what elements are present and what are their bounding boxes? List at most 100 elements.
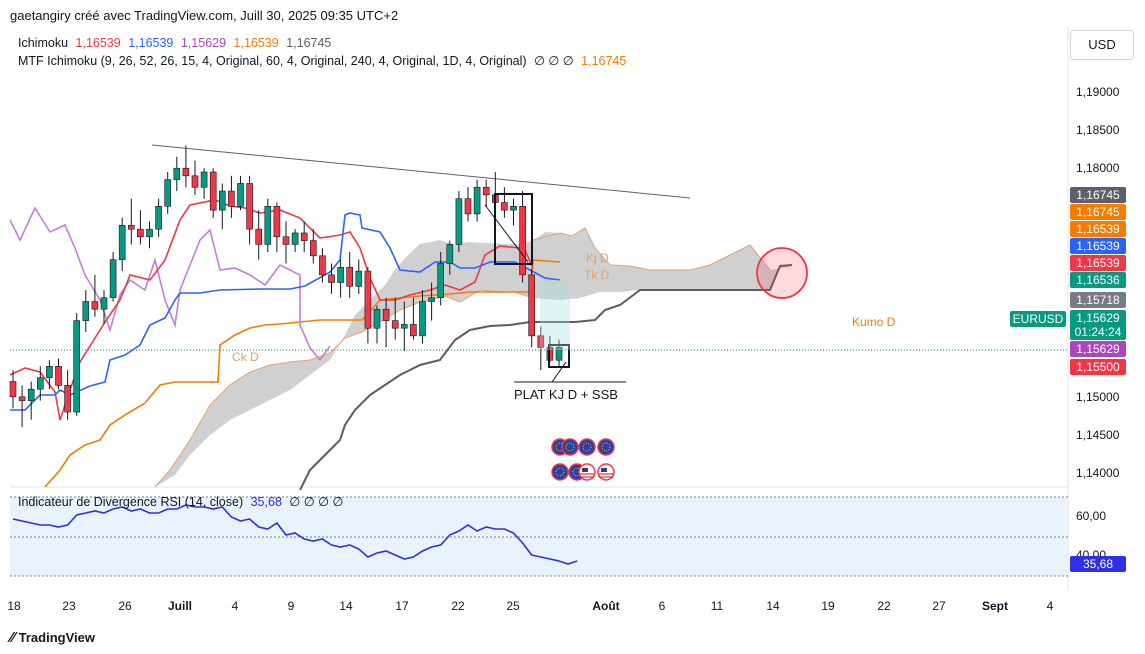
candle-body xyxy=(191,175,199,188)
arrow-line[interactable] xyxy=(484,204,529,263)
candle-body xyxy=(36,377,44,390)
candle-body xyxy=(155,206,162,230)
candle-body xyxy=(473,186,481,215)
us-flag-icon[interactable] xyxy=(597,463,615,481)
rsi-current-badge xyxy=(1070,556,1126,572)
highlight-box-small[interactable] xyxy=(548,344,570,368)
candle-body xyxy=(228,190,235,207)
price-label-badge xyxy=(1070,292,1126,308)
price-label-text: 1,16539 xyxy=(1076,239,1120,253)
rsi-empty-values: ∅ ∅ ∅ ∅ xyxy=(289,495,344,509)
price-label-badge xyxy=(1070,359,1126,375)
tradingview-logo[interactable]: ⁄⁄ TradingView xyxy=(10,629,95,646)
candle-body xyxy=(328,274,335,283)
candle-body xyxy=(373,308,381,329)
candle-body xyxy=(109,259,117,299)
kumo-cloud xyxy=(155,228,790,487)
chikou-span xyxy=(9,206,331,362)
time-axis[interactable]: 18 23 26 Juill 4 9 14 17 22 25 Août 6 11 14 19 22 27 Sept… xyxy=(7,599,1053,613)
time-tick-label: 19 xyxy=(821,599,835,613)
candle-body xyxy=(146,228,153,238)
time-tick-label: 22 xyxy=(451,599,465,613)
plat-pointer xyxy=(551,361,567,383)
trend-line[interactable] xyxy=(151,144,691,199)
time-tick-label: 27 xyxy=(932,599,946,613)
ichimoku-value-3: 1,15629 xyxy=(180,36,227,50)
ichimoku-value-5: 1,16745 xyxy=(286,36,332,50)
time-tick-label: 14 xyxy=(766,599,780,613)
candle-body xyxy=(82,301,90,321)
candle-body xyxy=(410,324,417,337)
time-tick-label: 11 xyxy=(711,599,724,613)
target-circle[interactable] xyxy=(756,247,808,299)
price-labels: 1,16745 1,16745 1,16539 1,16539 1,16539 1,165… xyxy=(1070,187,1126,375)
candle-body xyxy=(118,225,126,260)
projection-box xyxy=(540,280,570,350)
rsi-current-value: 35,68 xyxy=(1083,557,1113,571)
candle-body xyxy=(519,206,526,276)
price-tick-label: 1,14000 xyxy=(1076,466,1120,480)
eu-flag-icon[interactable] xyxy=(597,438,615,456)
mtf-ichimoku-name: MTF Ichimoku (9, 26, 52, 26, 15, 4, Orig… xyxy=(18,54,527,68)
candle-body xyxy=(528,274,536,337)
symbol-tag[interactable]: EURUSD xyxy=(1010,311,1066,327)
mtf-ichimoku-legend[interactable]: MTF Ichimoku (9, 26, 52, 26, 15, 4, Orig… xyxy=(18,53,630,68)
time-tick-label: 23 xyxy=(62,599,76,613)
candle-body xyxy=(27,388,35,401)
currency-button[interactable]: USD xyxy=(1070,30,1134,60)
symbol-tag-text: EURUSD xyxy=(1013,312,1064,326)
candle-body xyxy=(391,320,399,329)
tkd-label: Tk D xyxy=(584,268,610,282)
candle-body xyxy=(282,236,290,245)
plat-annotation[interactable]: PLAT KJ D + SSB xyxy=(514,387,618,402)
chart-caption: gaetangiry créé avec TradingView.com, Ju… xyxy=(10,8,399,23)
highlight-box[interactable] xyxy=(494,193,533,265)
price-label-text: 1,15629 xyxy=(1076,311,1120,325)
price-label-badge xyxy=(1070,255,1126,271)
rsi-line xyxy=(12,504,578,565)
price-label-badge xyxy=(1070,221,1126,237)
price-label-badge xyxy=(1070,272,1126,288)
rsi-tick-60: 60,00 xyxy=(1076,509,1106,523)
eu-flag-icon[interactable] xyxy=(551,463,569,481)
eu-flag-icon[interactable] xyxy=(561,438,579,456)
time-tick-label: Août xyxy=(592,599,619,613)
candle-body xyxy=(400,324,408,329)
candle-body xyxy=(73,320,80,413)
price-axis[interactable]: 1,19000 1,18500 1,18000 1,15000 1,14500 1,140… xyxy=(1076,85,1120,480)
ichimoku-value-2: 1,16539 xyxy=(128,36,174,50)
future-senkou-a xyxy=(532,227,771,271)
candle-body xyxy=(182,167,190,177)
price-tick-label: 1,18000 xyxy=(1076,161,1120,175)
price-label-text: 1,16539 xyxy=(1076,222,1120,236)
candle-body xyxy=(273,206,281,238)
time-tick-label: 4 xyxy=(232,599,239,613)
time-tick-label: 6 xyxy=(659,599,666,613)
candle-body xyxy=(200,171,208,188)
kumo-d-label: Kumo D xyxy=(852,315,896,329)
candle-body xyxy=(246,183,253,230)
rsi-legend[interactable]: Indicateur de Divergence RSI (14, close)… xyxy=(18,494,347,509)
eu-flag-icon[interactable] xyxy=(578,438,596,456)
ichimoku-legend[interactable]: Ichimoku 1,16539 1,16539 1,15629 1,16539… xyxy=(18,36,335,50)
economic-events[interactable] xyxy=(551,438,615,481)
price-label-text: 1,15718 xyxy=(1076,293,1120,307)
candle-body xyxy=(55,366,62,386)
candle-body xyxy=(209,171,217,211)
candle-body xyxy=(46,366,53,379)
candle-body xyxy=(137,228,144,238)
candle-body xyxy=(537,335,545,348)
kjd-label: Kj D xyxy=(586,251,609,265)
candle-series xyxy=(9,145,563,428)
candle-body xyxy=(64,385,71,413)
price-tick-label: 1,14500 xyxy=(1076,428,1120,442)
candle-body xyxy=(173,167,181,180)
time-tick-label: 18 xyxy=(7,599,21,613)
mtf-empty-values: ∅ ∅ ∅ xyxy=(534,54,574,68)
price-label-badge xyxy=(1070,204,1126,220)
us-flag-icon[interactable] xyxy=(578,463,596,481)
candle-body xyxy=(337,266,344,283)
candle-body xyxy=(291,232,299,245)
time-tick-label: 14 xyxy=(339,599,353,613)
